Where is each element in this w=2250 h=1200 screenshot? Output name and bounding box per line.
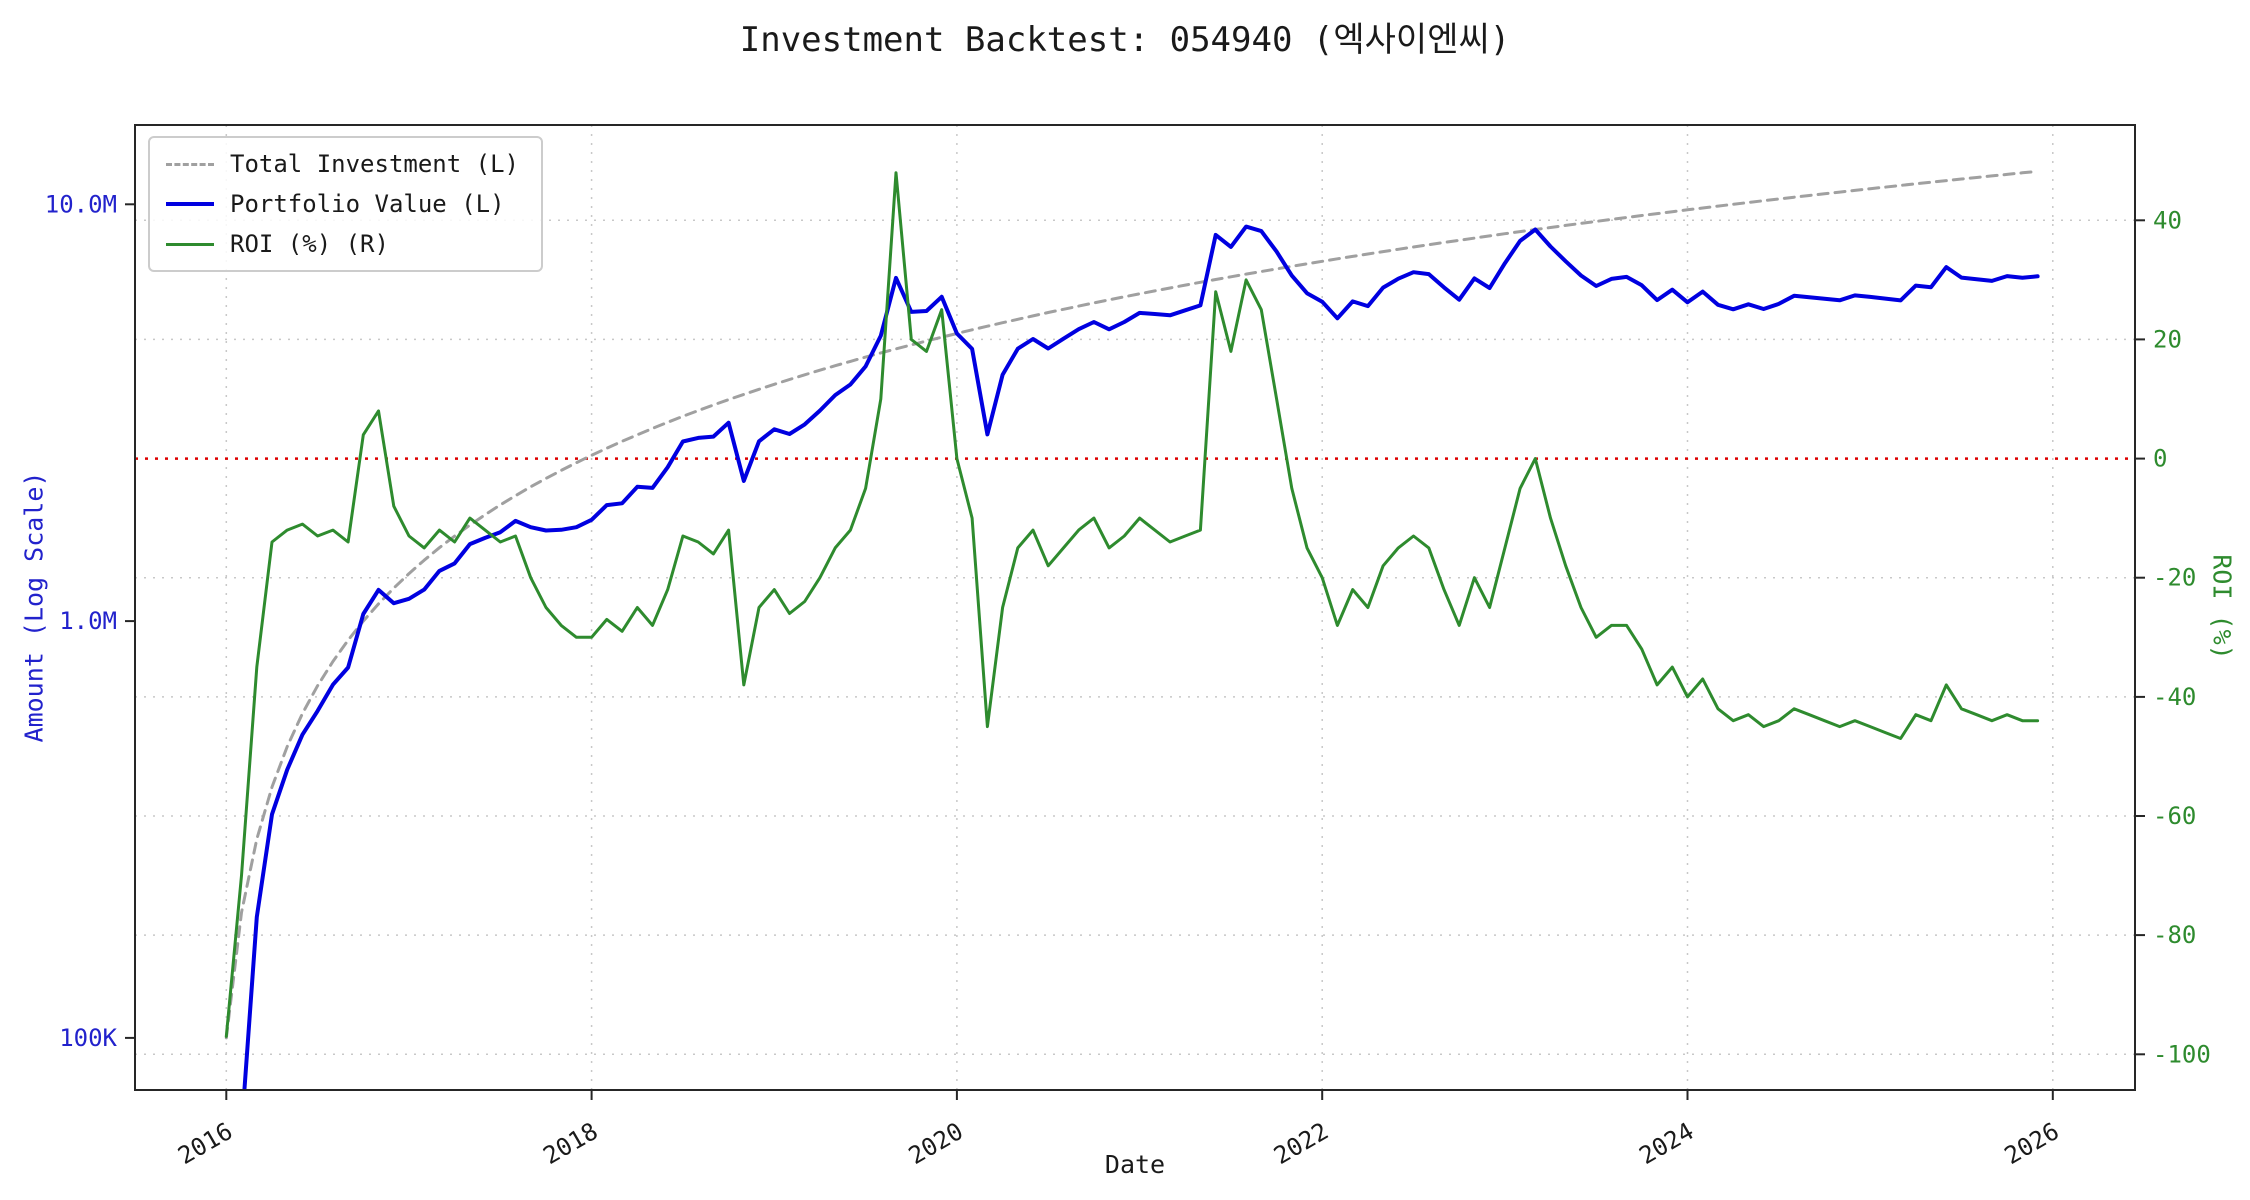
y-right-tick-label: 20 — [2153, 325, 2182, 353]
y-right-ticks: 40 20 0 -20 -40 -60 -80 -100 — [2135, 206, 2211, 1068]
roi-line — [224, 171, 2040, 1038]
y-left-tick-label: 10.0M — [45, 190, 117, 218]
chart-legend: Total Investment (L) Portfolio Value (L)… — [148, 136, 543, 272]
total-investment-line — [224, 169, 2040, 1040]
y-right-tick-label: -100 — [2153, 1040, 2211, 1068]
x-tick-label: 2022 — [1269, 1117, 1333, 1170]
portfolio-value-line — [242, 224, 2040, 1090]
y-left-tick-label: 100K — [59, 1024, 117, 1052]
legend-label-total-investment: Total Investment (L) — [230, 150, 519, 178]
x-tick-label: 2024 — [1634, 1117, 1698, 1170]
x-tick-label: 2016 — [173, 1117, 237, 1170]
legend-swatch-1 — [166, 202, 214, 206]
y-left-axis-label: Amount (Log Scale) — [19, 471, 49, 743]
x-tick-label: 2018 — [539, 1117, 603, 1170]
y-right-tick-label: -40 — [2153, 683, 2196, 711]
legend-label-roi: ROI (%) (R) — [230, 230, 389, 258]
y-right-tick-label: -60 — [2153, 802, 2196, 830]
legend-item-total-investment: Total Investment (L) — [166, 150, 519, 178]
legend-item-roi: ROI (%) (R) — [166, 230, 519, 258]
legend-swatch-2 — [166, 242, 214, 246]
x-tick-label: 2020 — [904, 1117, 968, 1170]
legend-label-portfolio-value: Portfolio Value (L) — [230, 190, 505, 218]
y-left-ticks: 100K 1.0M 10.0M — [45, 190, 135, 1052]
plot-border — [134, 124, 2136, 1091]
legend-swatch-0 — [166, 162, 214, 166]
y-right-tick-label: -80 — [2153, 921, 2196, 949]
y-right-tick-label: -20 — [2153, 564, 2196, 592]
y-right-axis-label: ROI (%) — [2207, 554, 2237, 660]
legend-item-portfolio-value: Portfolio Value (L) — [166, 190, 519, 218]
y-right-tick-label: 40 — [2153, 206, 2182, 234]
x-tick-label: 2026 — [2000, 1117, 2064, 1170]
x-axis-label: Date — [1104, 1150, 1166, 1179]
chart-title: Investment Backtest: 054940 (엑사이엔씨) — [739, 20, 1511, 60]
y-right-tick-label: 0 — [2153, 445, 2167, 473]
y-left-tick-label: 1.0M — [59, 607, 117, 635]
